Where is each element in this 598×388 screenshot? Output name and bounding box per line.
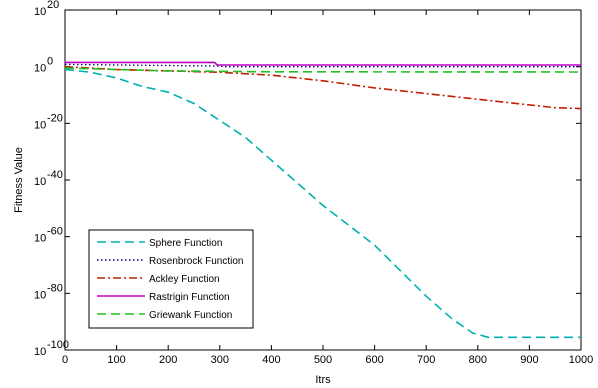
- legend-box: [88, 229, 254, 329]
- x-tick-label: 0: [62, 354, 68, 366]
- legend-label: Rosenbrock Function: [149, 256, 244, 267]
- series-line-griewank-function: [64, 67, 582, 73]
- x-tick-label: 400: [262, 354, 280, 366]
- series-lines: [64, 61, 582, 339]
- series-line-rosenbrock-function: [64, 63, 581, 68]
- y-tick-base: 10: [34, 289, 46, 301]
- x-axis: 0 100 200 300 400 500 600 700 800 900 1000: [62, 10, 593, 366]
- y-tick-exponent: -20: [47, 112, 63, 124]
- y-tick-base: 10: [34, 119, 46, 131]
- legend-label: Rastrigin Function: [149, 292, 230, 303]
- y-tick-base: 10: [34, 6, 46, 18]
- x-axis-label: Itrs: [315, 374, 331, 386]
- x-tick-label: 700: [417, 354, 435, 366]
- x-tick-label: 800: [469, 354, 487, 366]
- y-tick-exponent: -60: [47, 226, 63, 238]
- y-tick-exponent: -40: [47, 169, 63, 181]
- y-tick-exponent: -100: [47, 339, 69, 351]
- x-tick-label: 200: [159, 354, 177, 366]
- y-tick-base: 10: [34, 176, 46, 188]
- y-tick-base: 10: [34, 63, 46, 75]
- x-tick-label: 500: [314, 354, 332, 366]
- y-tick-exponent: 20: [47, 0, 59, 11]
- y-tick-exponent: 0: [47, 56, 53, 68]
- x-tick-label: 900: [520, 354, 538, 366]
- x-tick-label: 1000: [569, 354, 593, 366]
- series-line-ackley-function: [64, 65, 582, 110]
- legend-label: Ackley Function: [149, 274, 220, 285]
- legend-label: Sphere Function: [149, 238, 222, 249]
- y-tick-base: 10: [34, 346, 46, 358]
- series-line-rastrigin-function: [65, 61, 581, 66]
- y-axis-label: Fitness Value: [13, 147, 25, 213]
- x-tick-label: 100: [107, 354, 125, 366]
- x-tick-label: 600: [365, 354, 383, 366]
- y-tick-base: 10: [34, 233, 46, 245]
- legend: Sphere Function Rosenbrock Function Ackley…: [88, 229, 254, 329]
- legend-label: Griewank Function: [149, 310, 232, 321]
- y-tick-exponent: -80: [47, 282, 63, 294]
- series-line-sphere-function: [64, 68, 581, 339]
- x-tick-label: 300: [211, 354, 229, 366]
